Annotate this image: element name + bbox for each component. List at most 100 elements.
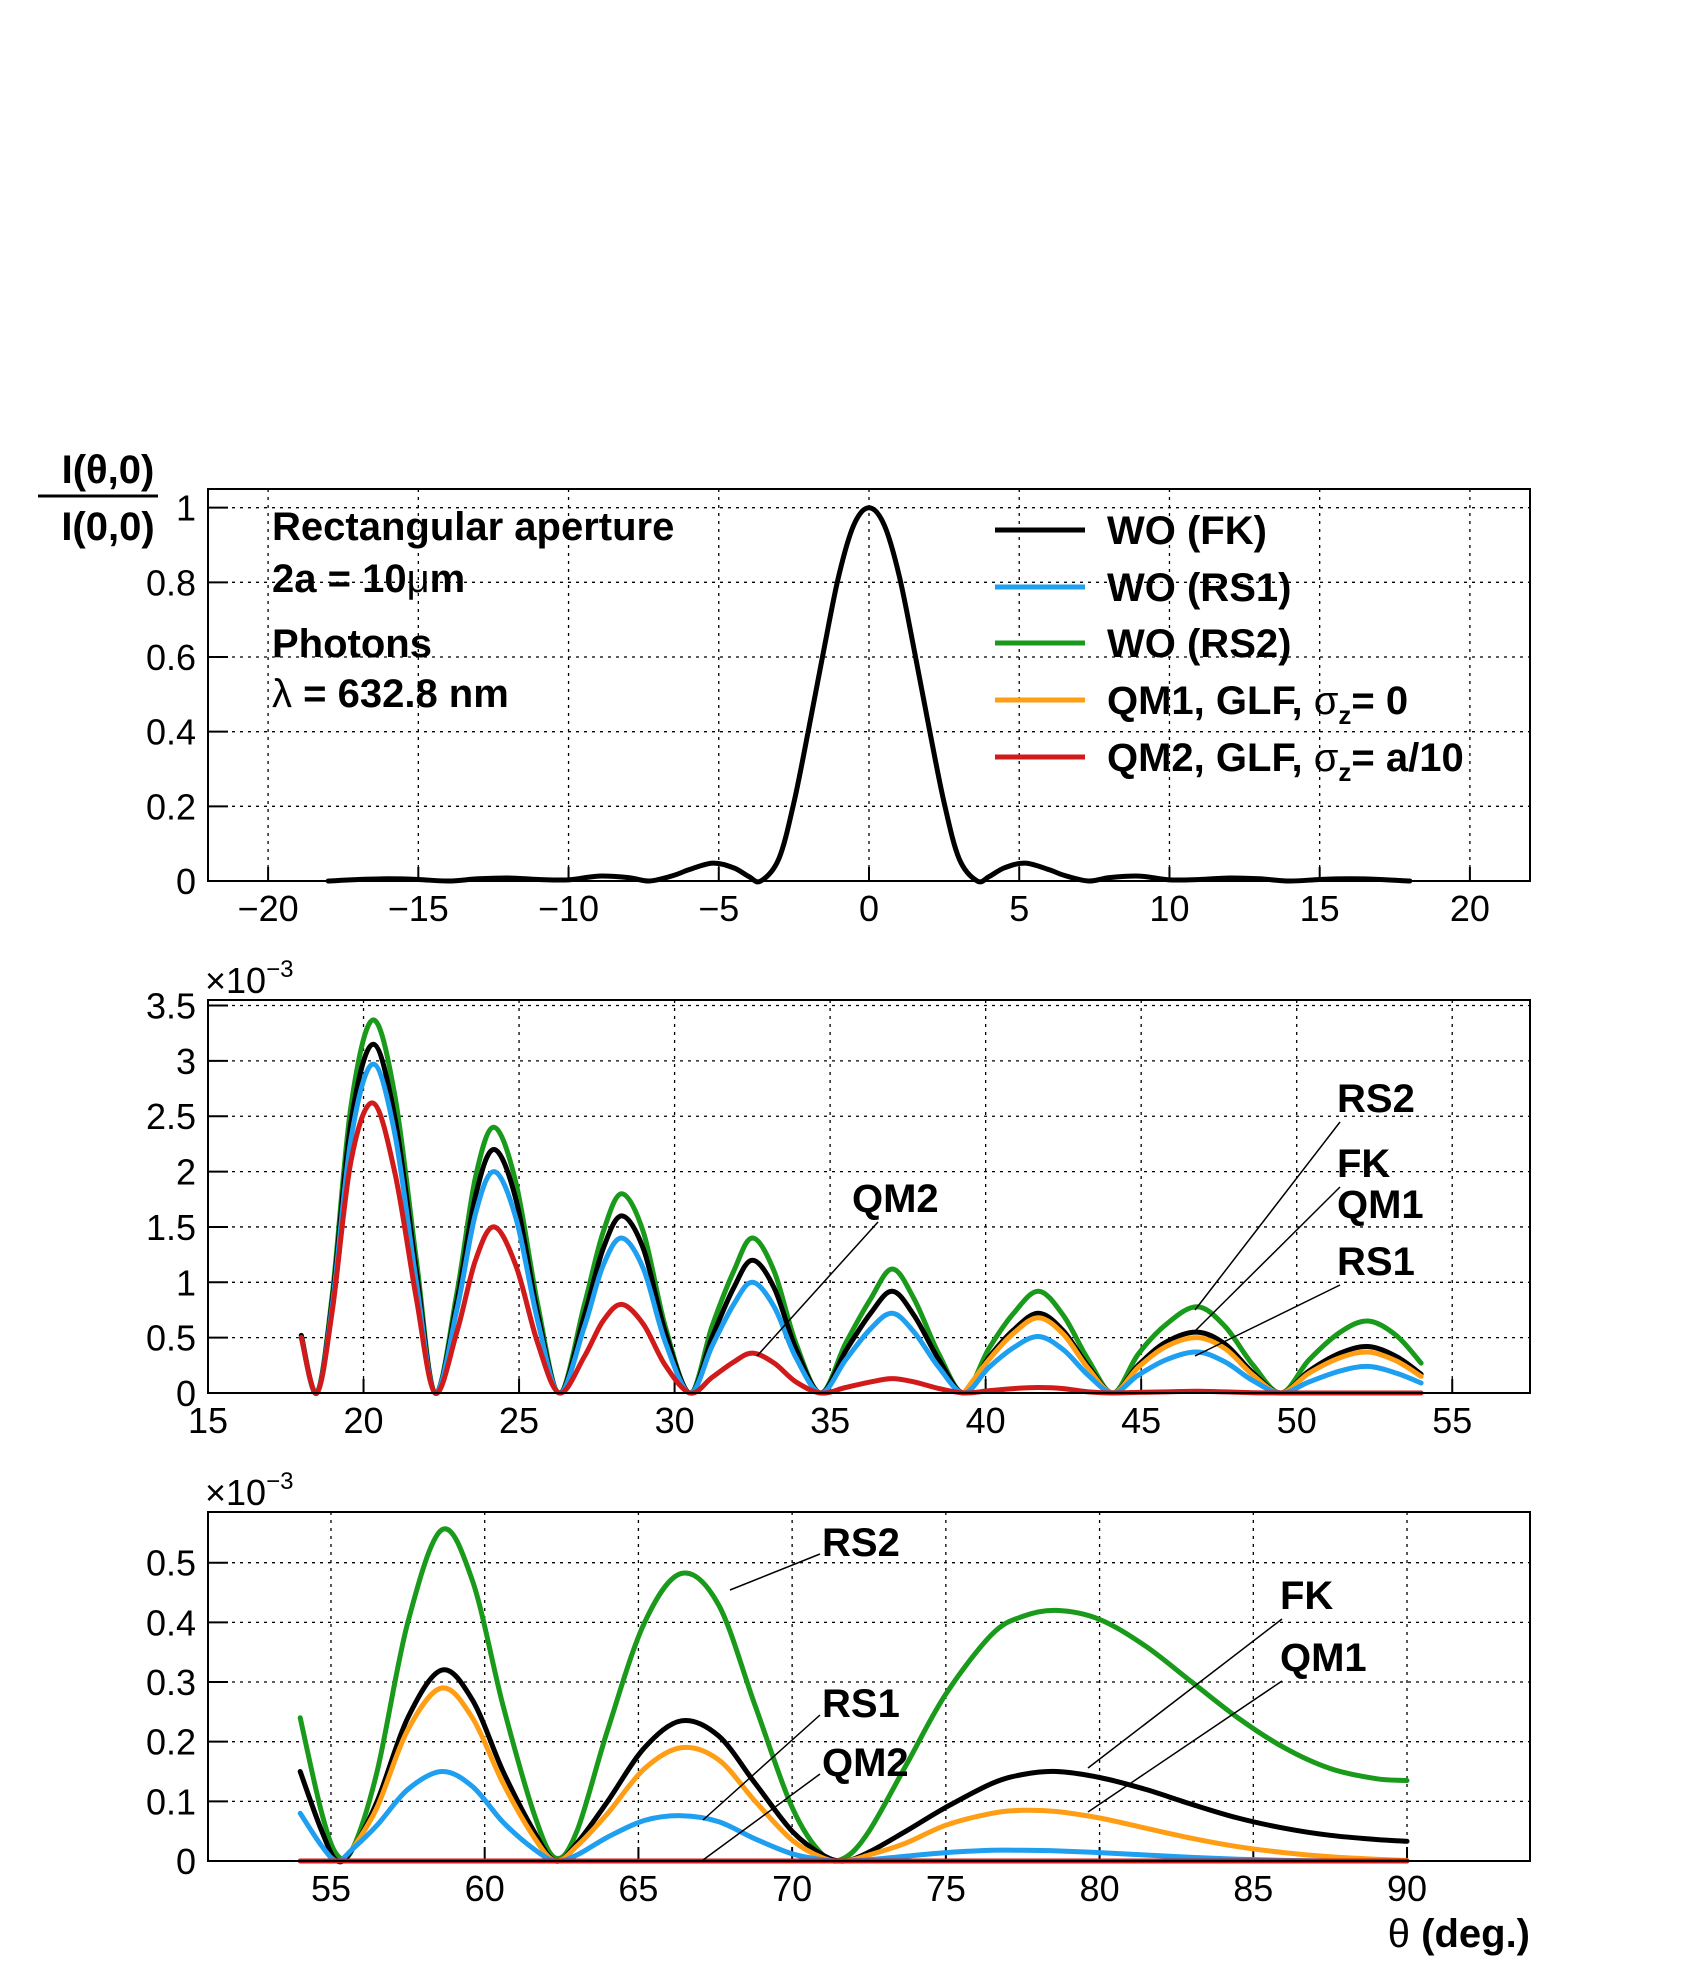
y-tick-label: 0.1 — [146, 1781, 196, 1822]
annotation-qm2: QM2 — [822, 1741, 909, 1785]
x-tick-label: 55 — [311, 1868, 351, 1909]
annotation-line-rs1 — [702, 1714, 821, 1821]
x-tick-label: 60 — [465, 1868, 505, 1909]
x-tick-label: 25 — [499, 1400, 539, 1441]
y-tick-label: 0 — [176, 1373, 196, 1414]
x-tick-label: 85 — [1233, 1868, 1273, 1909]
x-tick-label: 50 — [1277, 1400, 1317, 1441]
x-tick-label: 10 — [1149, 888, 1189, 929]
x-tick-label: 45 — [1121, 1400, 1161, 1441]
annotation-line-rs2 — [729, 1553, 821, 1591]
x-tick-label: 55 — [1432, 1400, 1472, 1441]
series-line-wo-rs2 — [297, 1526, 1410, 1864]
annotation-qm1: QM1 — [1280, 1636, 1367, 1680]
annotation-rs1: RS1 — [1337, 1240, 1415, 1284]
y-tick-label: 2 — [176, 1152, 196, 1193]
legend: WO (FK) WO (RS1) WO (RS2) QM1, GLF, σz= … — [995, 509, 1464, 787]
series-line-qm2-glf-z-a-10 — [298, 1100, 1424, 1396]
y-axis-label-numerator: I(θ,0) — [62, 448, 155, 492]
y-tick-label: 0.4 — [146, 712, 196, 753]
axis-ticks: −20 −15 −10 −5 0 5 10 15 20 0 0.2 0.4 0.6 0.8 1 — [146, 488, 1490, 929]
annotation-line-rs2 — [1194, 1121, 1341, 1311]
x-axis-label: θ (deg.) — [1388, 1912, 1530, 1956]
x-tick-label: 40 — [966, 1400, 1006, 1441]
x-tick-label: 20 — [344, 1400, 384, 1441]
info-particle: Photons — [272, 622, 432, 666]
info-title: Rectangular aperture — [272, 505, 674, 549]
grid — [208, 489, 1530, 882]
y-tick-label: 1 — [176, 488, 196, 529]
x-tick-label: 90 — [1387, 1868, 1427, 1909]
annotation-line-qm2 — [756, 1221, 879, 1357]
y-tick-label: 0.5 — [146, 1543, 196, 1584]
annotation-fk: FK — [1280, 1574, 1333, 1618]
series-line-wo-fk — [297, 1667, 1410, 1865]
plot-frame — [207, 999, 1531, 1394]
series-line-wo-rs1 — [297, 1769, 1410, 1864]
y-tick-label: 0 — [176, 1841, 196, 1882]
annotation-fk: FK — [1337, 1142, 1390, 1186]
series-line-wo-fk — [325, 505, 1413, 885]
y-multiplier: ×10−3 — [205, 1468, 293, 1513]
y-tick-label: 0.4 — [146, 1602, 196, 1643]
top-panel: −20 −15 −10 −5 0 5 10 15 20 0 0.2 0.4 0.6 0.8 1 I(θ,0)… — [38, 448, 1531, 929]
plot-frame — [207, 1511, 1531, 1862]
x-tick-label: 35 — [810, 1400, 850, 1441]
info-aperture-size: 2a = 10μm — [272, 557, 465, 601]
annotation-line-fk — [1087, 1618, 1283, 1769]
annotation-line-fk — [1194, 1186, 1341, 1332]
x-tick-label: 15 — [188, 1400, 228, 1441]
legend-label-qm2: QM2, GLF, σz= a/10 — [1107, 736, 1464, 787]
annotation-qm2: QM2 — [852, 1177, 939, 1221]
y-tick-label: 3 — [176, 1041, 196, 1082]
x-tick-label: −10 — [538, 888, 599, 929]
annotation-line-qm2 — [702, 1773, 821, 1861]
x-tick-label: 75 — [926, 1868, 966, 1909]
y-multiplier: ×10−3 — [205, 956, 293, 1001]
info-wavelength: λ = 632.8 nm — [272, 672, 509, 716]
annotation-rs1: RS1 — [822, 1682, 900, 1726]
series-line-qm1-glf-z-0 — [961, 1315, 1424, 1396]
plot-frame — [207, 488, 1531, 882]
annotation-line-rs1 — [1194, 1284, 1341, 1357]
y-tick-label: 2.5 — [146, 1096, 196, 1137]
axis-ticks: 15 20 25 30 35 40 45 50 55 0 0.5 1 1.5 2 2.5 3 3.5 — [146, 986, 1472, 1441]
x-tick-label: −5 — [698, 888, 739, 929]
middle-panel: 15 20 25 30 35 40 45 50 55 0 0.5 1 1.5 2 2.5 3 3.5 ×10−3… — [146, 956, 1531, 1441]
annotation-rs2: RS2 — [822, 1521, 900, 1565]
y-tick-label: 3.5 — [146, 986, 196, 1027]
y-tick-label: 0.5 — [146, 1318, 196, 1359]
y-tick-label: 0.2 — [146, 786, 196, 827]
annotation-qm1: QM1 — [1337, 1183, 1424, 1227]
y-tick-label: 0 — [176, 861, 196, 902]
annotations: RS2 FK QM1 RS1 QM2 — [702, 1521, 1367, 1861]
y-tick-label: 0.3 — [146, 1662, 196, 1703]
y-axis-label-denominator: I(0,0) — [61, 505, 154, 549]
x-tick-label: −15 — [388, 888, 449, 929]
legend-label-fk: WO (FK) — [1107, 509, 1267, 553]
y-tick-label: 0.2 — [146, 1722, 196, 1763]
x-tick-label: 30 — [655, 1400, 695, 1441]
y-tick-label: 0.8 — [146, 562, 196, 603]
legend-label-qm1: QM1, GLF, σz= 0 — [1107, 679, 1408, 730]
annotation-line-qm1 — [1087, 1680, 1283, 1813]
annotations: QM2 RS2 FK QM1 RS1 — [756, 1077, 1424, 1357]
legend-label-rs2: WO (RS2) — [1107, 622, 1291, 666]
x-tick-label: 65 — [618, 1868, 658, 1909]
annotation-rs2: RS2 — [1337, 1077, 1415, 1121]
bottom-panel: 55 60 65 70 75 80 85 90 0 0.1 0.2 0.3 0.4 0.5 ×10−3 θ… — [146, 1468, 1531, 1956]
series-layer — [298, 1017, 1424, 1396]
x-tick-label: −20 — [238, 888, 299, 929]
y-tick-label: 1.5 — [146, 1207, 196, 1248]
x-tick-label: 5 — [1009, 888, 1029, 929]
x-tick-label: 0 — [859, 888, 879, 929]
x-tick-label: 20 — [1450, 888, 1490, 929]
y-tick-label: 1 — [176, 1262, 196, 1303]
y-tick-label: 0.6 — [146, 637, 196, 678]
legend-label-rs1: WO (RS1) — [1107, 566, 1291, 610]
x-tick-label: 15 — [1300, 888, 1340, 929]
series-layer — [325, 505, 1413, 885]
x-tick-label: 70 — [772, 1868, 812, 1909]
x-tick-label: 80 — [1080, 1868, 1120, 1909]
